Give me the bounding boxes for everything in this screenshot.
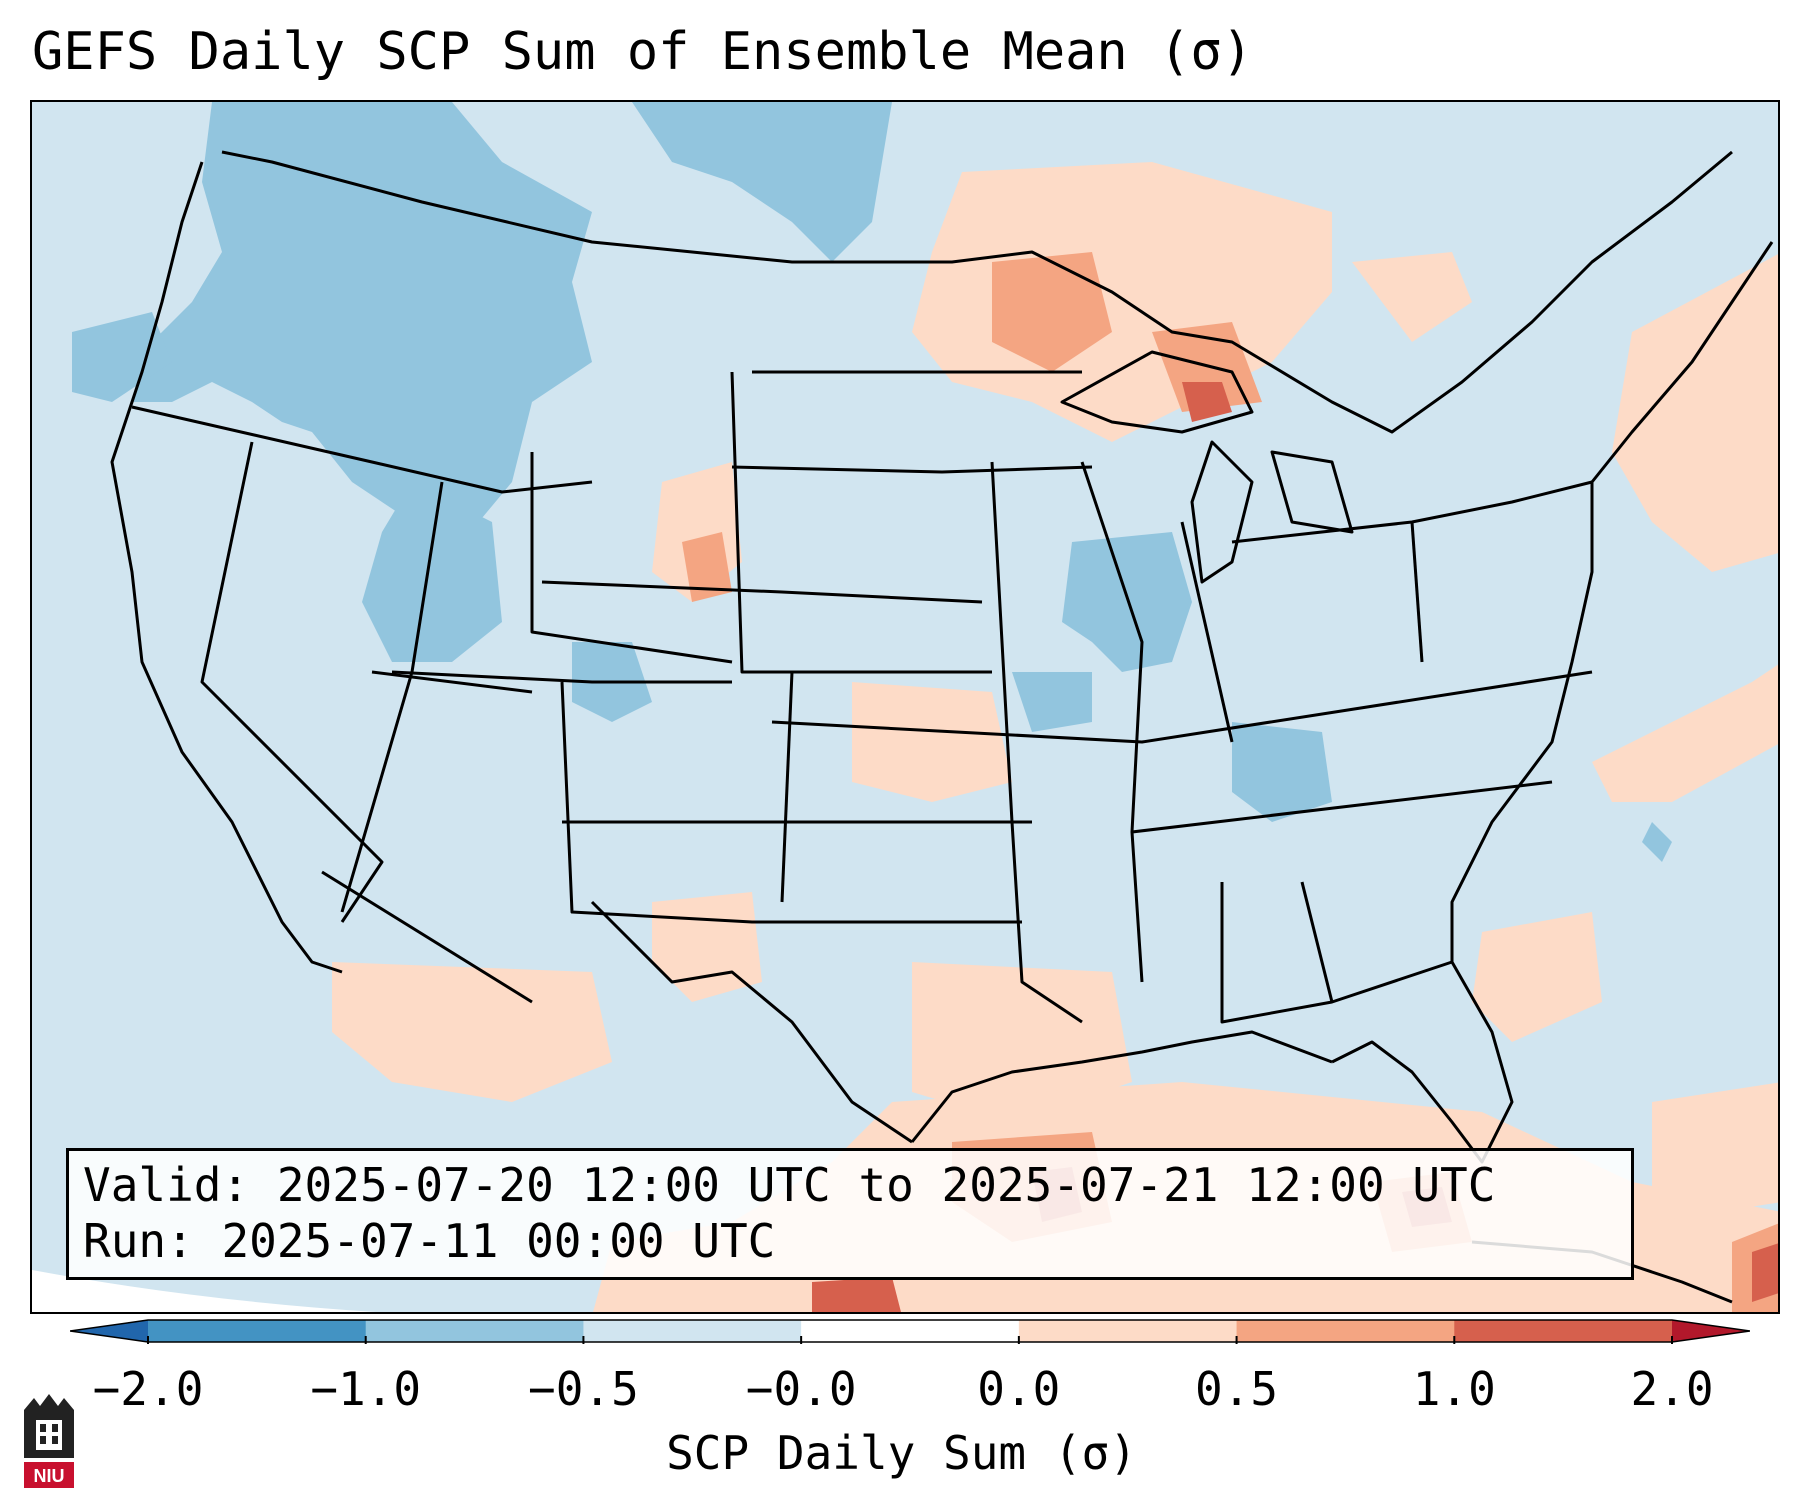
colorbar-segment bbox=[1018, 1320, 1238, 1342]
colorbar-tick-label: 1.0 bbox=[1412, 1362, 1496, 1416]
colorbar bbox=[70, 1319, 1750, 1344]
colorbar-tick-label: 0.5 bbox=[1195, 1362, 1279, 1416]
colorbar-tick-label: 0.0 bbox=[977, 1362, 1061, 1416]
colorbar-segment bbox=[1454, 1320, 1673, 1342]
valid-run-info-box: Valid: 2025-07-20 12:00 UTC to 2025-07-2… bbox=[66, 1148, 1634, 1280]
colorbar-segment bbox=[365, 1320, 584, 1342]
colorbar-segment bbox=[801, 1320, 1020, 1342]
run-time-text: Run: 2025-07-11 00:00 UTC bbox=[83, 1214, 776, 1268]
colorbar-label: SCP Daily Sum (σ) bbox=[666, 1426, 1137, 1480]
colorbar-segment bbox=[148, 1320, 367, 1342]
colorbar-segment bbox=[1236, 1320, 1455, 1342]
projection-edge bbox=[32, 1270, 376, 1312]
map-title: GEFS Daily SCP Sum of Ensemble Mean (σ) bbox=[32, 22, 1253, 82]
map-panel bbox=[30, 100, 1780, 1314]
colorbar-tick-label: 2.0 bbox=[1630, 1362, 1714, 1416]
negative-anomaly-areas bbox=[72, 102, 1672, 862]
colorbar-segment bbox=[583, 1320, 802, 1342]
colorbar-tick-label: −2.0 bbox=[92, 1362, 204, 1416]
state-borders bbox=[110, 150, 1774, 1304]
valid-time-text: Valid: 2025-07-20 12:00 UTC to 2025-07-2… bbox=[83, 1158, 1496, 1212]
colorbar-tick-label: −1.0 bbox=[310, 1362, 422, 1416]
colorbar-tick-label: −0.5 bbox=[528, 1362, 639, 1416]
colorbar-extend-low bbox=[70, 1320, 148, 1342]
niu-logo: NIU bbox=[24, 1394, 74, 1488]
colorbar-extend-high bbox=[1672, 1320, 1750, 1342]
map-canvas bbox=[32, 102, 1778, 1312]
colorbar-tick-label: −0.0 bbox=[745, 1362, 857, 1416]
svg-text:NIU: NIU bbox=[34, 1466, 65, 1486]
